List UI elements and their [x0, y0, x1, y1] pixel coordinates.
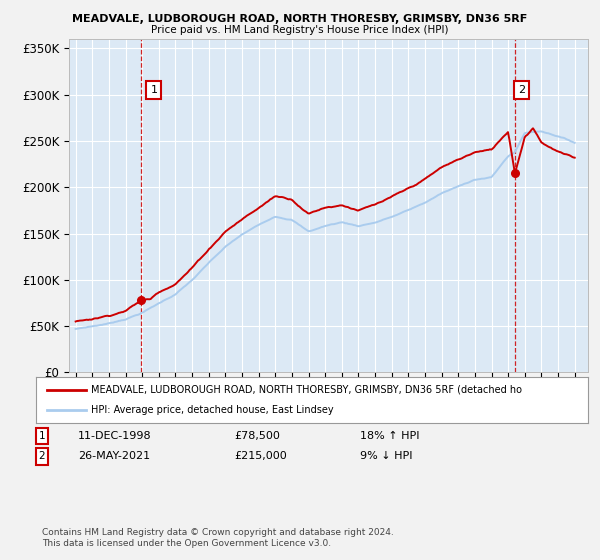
Text: HPI: Average price, detached house, East Lindsey: HPI: Average price, detached house, East…: [91, 405, 334, 415]
Text: Contains HM Land Registry data © Crown copyright and database right 2024.
This d: Contains HM Land Registry data © Crown c…: [42, 528, 394, 548]
Text: 2: 2: [38, 451, 46, 461]
Text: £215,000: £215,000: [234, 451, 287, 461]
Text: MEADVALE, LUDBOROUGH ROAD, NORTH THORESBY, GRIMSBY, DN36 5RF: MEADVALE, LUDBOROUGH ROAD, NORTH THORESB…: [73, 14, 527, 24]
Text: 2: 2: [518, 85, 525, 95]
Text: MEADVALE, LUDBOROUGH ROAD, NORTH THORESBY, GRIMSBY, DN36 5RF (detached ho: MEADVALE, LUDBOROUGH ROAD, NORTH THORESB…: [91, 385, 522, 395]
Text: Price paid vs. HM Land Registry's House Price Index (HPI): Price paid vs. HM Land Registry's House …: [151, 25, 449, 35]
Text: 18% ↑ HPI: 18% ↑ HPI: [360, 431, 419, 441]
Text: 26-MAY-2021: 26-MAY-2021: [78, 451, 150, 461]
Text: 11-DEC-1998: 11-DEC-1998: [78, 431, 152, 441]
Text: 1: 1: [38, 431, 46, 441]
Text: 1: 1: [151, 85, 157, 95]
Text: 9% ↓ HPI: 9% ↓ HPI: [360, 451, 413, 461]
Text: £78,500: £78,500: [234, 431, 280, 441]
